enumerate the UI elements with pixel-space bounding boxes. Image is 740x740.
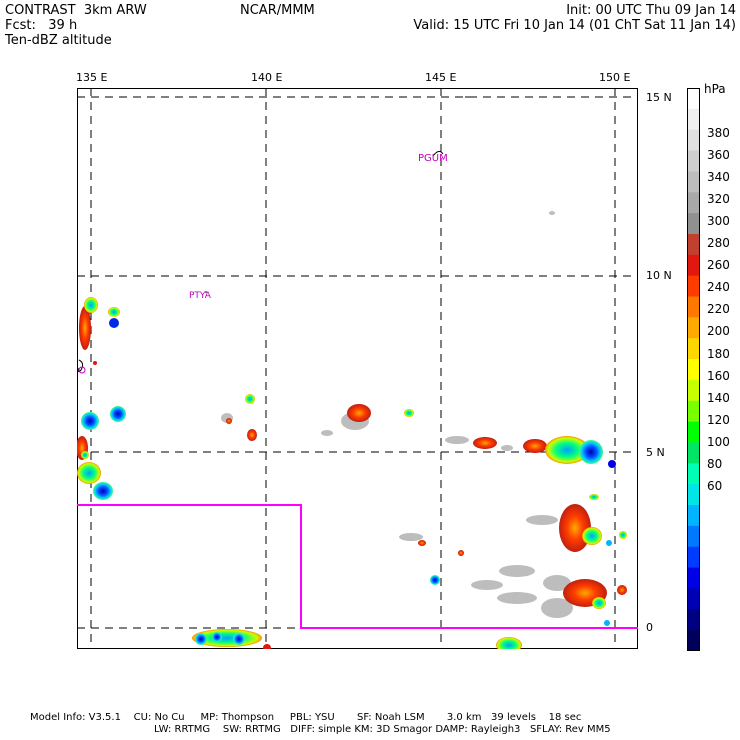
colorbar-tick-label: 280 (707, 236, 730, 251)
colorbar-swatch (687, 254, 700, 277)
colorbar-swatch (687, 108, 700, 131)
colorbar-swatch (687, 213, 700, 235)
colorbar-tick-label: 220 (707, 302, 730, 317)
coastline (77, 96, 469, 373)
colorbar-swatch (687, 338, 700, 360)
lon-label-150: 150 E (599, 71, 631, 84)
colorbar-swatch (687, 192, 700, 214)
grey-echoes (221, 211, 573, 618)
colorbar-tick-label: 60 (707, 478, 723, 493)
colorbar-swatch (687, 525, 700, 548)
colorbar-swatch (687, 421, 700, 443)
lat-label-5n: 5 N (646, 446, 665, 459)
colorbar-tick-label: 160 (707, 368, 730, 383)
model-info-line1: Model Info: V3.5.1 CU: No Cu MP: Thompso… (30, 712, 582, 723)
colorbar-tick-label: 240 (707, 280, 730, 295)
colorbar-swatch (687, 233, 700, 256)
station-ptya: PTYA (189, 291, 212, 301)
colorbar-swatch (687, 317, 700, 339)
colorbar-tick-label: 100 (707, 434, 730, 449)
colorbar-swatch (687, 400, 700, 423)
colorbar-swatch (687, 171, 700, 193)
station-pgum: PGUM (418, 153, 448, 164)
colorbar-unit: hPa (704, 82, 726, 96)
colorbar-swatch (687, 442, 700, 464)
colorbar-swatch (687, 505, 700, 527)
colorbar-swatch (687, 588, 700, 610)
colorbar-tick-label: 140 (707, 390, 730, 405)
model-info-line2: LW: RRTMG SW: RRTMG DIFF: simple KM: 3D … (154, 724, 611, 735)
lat-label-10n: 10 N (646, 269, 672, 282)
colorbar-swatch (687, 296, 700, 318)
lat-label-15n: 15 N (646, 91, 672, 104)
colorbar-tick-label: 200 (707, 324, 730, 339)
lon-label-145: 145 E (425, 71, 457, 84)
field-name: Ten-dBZ altitude (5, 33, 112, 48)
colorbar-swatch (687, 463, 700, 485)
init-time: Init: 00 UTC Thu 09 Jan 14 (566, 3, 736, 18)
map-plot: PGUM PTYA (77, 88, 638, 649)
colorbar-swatch (687, 150, 700, 172)
lon-label-140: 140 E (251, 71, 283, 84)
lon-label-135: 135 E (76, 71, 108, 84)
colorbar (687, 88, 700, 651)
forecast-hour: Fcst: 39 h (5, 18, 78, 33)
colorbar-tick-label: 300 (707, 214, 730, 229)
colorbar-swatch (687, 129, 700, 152)
colorbar-swatch (687, 359, 700, 381)
colorbar-swatch (687, 379, 700, 402)
colorbar-swatch (687, 275, 700, 298)
colorbar-swatch (687, 484, 700, 506)
colorbar-swatch (687, 546, 700, 569)
lat-label-0: 0 (646, 621, 653, 634)
colorbar-tick-label: 260 (707, 258, 730, 273)
colorbar-tick-label: 340 (707, 170, 730, 185)
colorbar-tick-label: 380 (707, 126, 730, 140)
convective-cells (77, 297, 627, 649)
domain-boundary (77, 504, 638, 629)
colorbar-swatch (687, 567, 700, 589)
colorbar-tick-label: 320 (707, 192, 730, 207)
valid-time: Valid: 15 UTC Fri 10 Jan 14 (01 ChT Sat … (413, 18, 736, 33)
colorbar-tick-label: 360 (707, 148, 730, 163)
center-name: NCAR/MMM (240, 3, 315, 18)
colorbar-tick-label: 180 (707, 346, 730, 361)
colorbar-swatch (687, 88, 700, 110)
colorbar-swatch (687, 609, 700, 631)
colorbar-border (687, 88, 700, 651)
colorbar-swatch (687, 630, 700, 651)
model-title: CONTRAST 3km ARW (5, 3, 147, 18)
colorbar-tick-label: 120 (707, 412, 730, 427)
colorbar-tick-label: 80 (707, 456, 723, 471)
